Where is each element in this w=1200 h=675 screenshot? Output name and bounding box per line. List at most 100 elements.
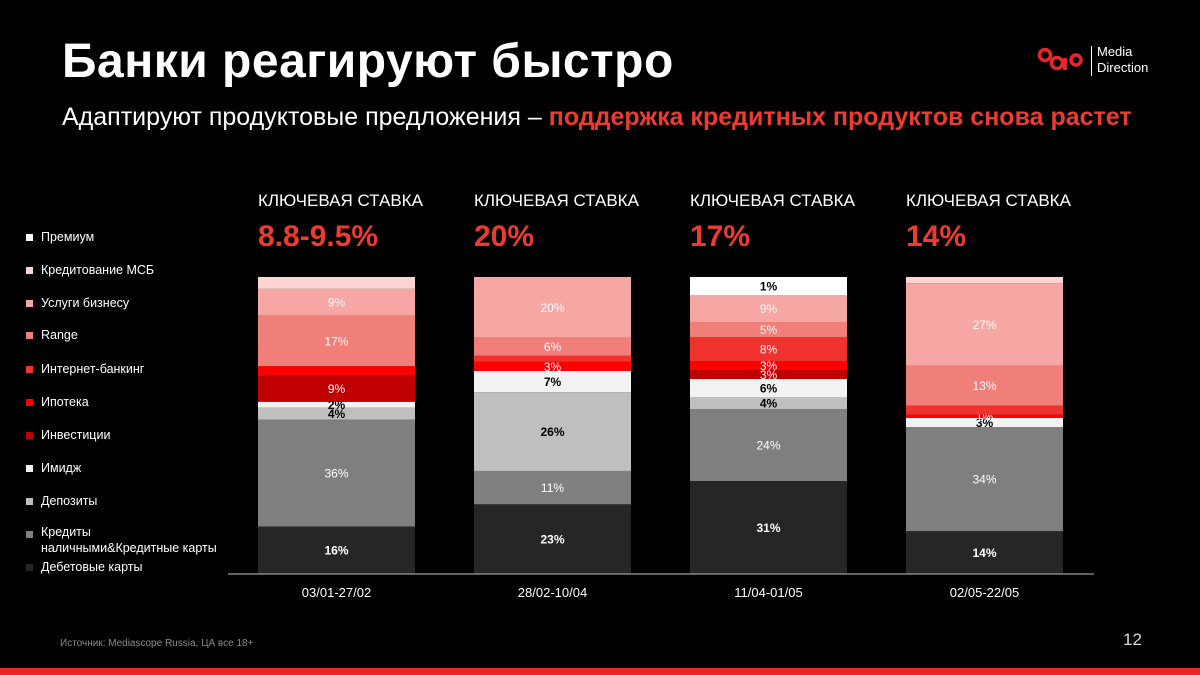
legend-label: Range xyxy=(41,328,78,342)
bar-segment xyxy=(258,366,415,376)
bar-segment xyxy=(474,361,631,371)
logo-line1: Media xyxy=(1097,44,1133,59)
column-header-label: КЛЮЧЕВАЯ СТАВКА xyxy=(690,191,856,210)
legend-swatch xyxy=(26,267,33,274)
bar-segment xyxy=(474,277,631,338)
bar-segment xyxy=(474,504,631,574)
legend-swatch xyxy=(26,399,33,406)
data-label: 3% xyxy=(760,359,778,373)
data-label: 4% xyxy=(760,397,778,411)
data-label: 23% xyxy=(540,533,564,547)
legend-swatch xyxy=(26,432,33,439)
legend-swatch xyxy=(26,300,33,307)
data-label: 6% xyxy=(544,340,562,354)
bar-segment xyxy=(474,392,631,471)
data-label: 20% xyxy=(540,301,564,315)
page-subtitle: Адаптируют продуктовые предложения – под… xyxy=(62,103,1132,132)
data-label: 26% xyxy=(540,425,564,439)
legend-label: Дебетовые карты xyxy=(41,560,143,574)
bar-segment xyxy=(906,405,1063,415)
data-label: 17% xyxy=(324,334,348,348)
bar-segment xyxy=(906,414,1063,418)
column-header-label: КЛЮЧЕВАЯ СТАВКА xyxy=(258,191,424,210)
bar-segment xyxy=(906,277,1063,284)
data-label: 24% xyxy=(756,439,780,453)
logo-line2: Direction xyxy=(1097,60,1149,75)
bar-segment xyxy=(258,401,415,408)
bar-segment xyxy=(258,288,415,316)
bar-segment xyxy=(906,283,1063,366)
data-label: 9% xyxy=(760,302,778,316)
bar-segment xyxy=(258,375,415,402)
data-label: 3% xyxy=(544,360,562,374)
legend-swatch xyxy=(26,234,33,241)
data-label: 1% xyxy=(760,280,778,294)
legend-swatch xyxy=(26,564,33,571)
data-label: 36% xyxy=(324,467,348,481)
logo-divider xyxy=(1091,46,1092,76)
bar-segment xyxy=(690,397,847,409)
bar-segment xyxy=(906,427,1063,532)
bar-segment xyxy=(690,370,847,379)
legend-label: Депозиты xyxy=(41,494,98,508)
bar-segment xyxy=(474,337,631,356)
data-label: 6% xyxy=(760,382,778,396)
page-number: 12 xyxy=(1123,630,1142,649)
source-footnote: Источник: Mediascope Russia, ЦА все 18+ xyxy=(60,638,254,649)
x-tick-label: 03/01-27/02 xyxy=(302,585,371,600)
legend-swatch xyxy=(26,498,33,505)
column-header-rate: 14% xyxy=(906,220,966,253)
data-label: 3% xyxy=(760,368,778,382)
bar-segment xyxy=(690,481,847,574)
column-header-label: КЛЮЧЕВАЯ СТАВКА xyxy=(906,191,1072,210)
column-header-rate: 8.8-9.5% xyxy=(258,220,378,253)
legend-label: Ипотека xyxy=(41,395,89,409)
data-label: 9% xyxy=(328,296,346,310)
legend-label: Кредитование МСБ xyxy=(41,263,155,277)
bar-segment xyxy=(474,370,631,393)
data-label: 5% xyxy=(760,323,778,337)
legend-swatch xyxy=(26,332,33,339)
legend-swatch xyxy=(26,366,33,373)
omd-logo xyxy=(1037,46,1092,76)
x-tick-label: 02/05-22/05 xyxy=(950,585,1019,600)
legend-label: Имидж xyxy=(41,461,82,475)
data-label: 3% xyxy=(976,416,994,430)
bar-segment xyxy=(474,470,631,505)
bar-segment xyxy=(258,419,415,527)
data-label: 11% xyxy=(541,481,564,495)
page-title: Банки реагируют быстро xyxy=(62,35,674,88)
column-header-rate: 20% xyxy=(474,220,534,253)
data-label: 31% xyxy=(756,521,780,535)
legend-swatch xyxy=(26,531,33,538)
legend-label: Интернет-банкинг xyxy=(41,362,145,376)
bar-segment xyxy=(690,337,847,361)
bar-segment xyxy=(258,277,415,289)
bar-segment xyxy=(690,379,847,397)
data-label: 4% xyxy=(328,407,346,421)
bar-segment xyxy=(690,277,847,295)
legend-swatch xyxy=(26,465,33,472)
data-label: 13% xyxy=(972,379,996,393)
data-label: 8% xyxy=(760,343,778,357)
x-tick-label: 28/02-10/04 xyxy=(518,585,587,600)
data-label: 16% xyxy=(324,544,348,558)
logo-text: Media Direction xyxy=(1097,44,1148,76)
data-label: 7% xyxy=(544,375,562,389)
column-header-rate: 17% xyxy=(690,220,750,253)
bar-segment xyxy=(474,355,631,362)
bottom-accent-bar xyxy=(0,668,1200,675)
bar-segment xyxy=(690,295,847,322)
bar-segment xyxy=(906,365,1063,406)
x-tick-label: 11/04-01/05 xyxy=(734,585,802,600)
bar-segment xyxy=(690,409,847,481)
omd-logo-mark xyxy=(1037,47,1083,71)
column-header-label: КЛЮЧЕВАЯ СТАВКА xyxy=(474,191,640,210)
bar-segment xyxy=(258,315,415,367)
legend-label: Кредиты наличными&Кредитные карты xyxy=(41,525,217,555)
bar-segment xyxy=(690,361,847,370)
data-label: 9% xyxy=(328,382,346,396)
legend-label: Услуги бизнесу xyxy=(41,296,130,310)
subtitle-plain: Адаптируют продуктовые предложения – xyxy=(62,103,549,131)
